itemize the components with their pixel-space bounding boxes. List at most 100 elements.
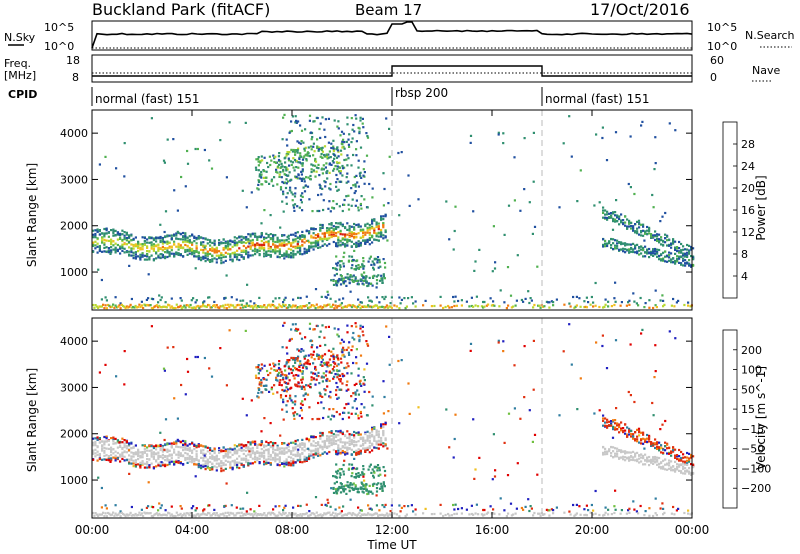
velocity-cell — [650, 460, 653, 463]
velocity-cell — [182, 455, 185, 458]
power-cell — [258, 243, 261, 246]
power-cell — [304, 153, 307, 156]
power-cell — [569, 305, 572, 308]
power-cell — [112, 228, 115, 231]
velocity-cell — [363, 379, 366, 382]
power-cell — [359, 306, 362, 310]
velocity-cell — [114, 454, 117, 457]
power-cell — [373, 305, 376, 308]
velocity-cell — [658, 448, 661, 451]
velocity-cell — [610, 424, 613, 427]
velocity-cell — [359, 433, 362, 436]
velocity-cell — [652, 443, 655, 446]
velocity-cell — [292, 449, 295, 452]
power-cell — [273, 176, 276, 179]
velocity-cell — [94, 437, 97, 440]
power-cell — [308, 198, 311, 201]
power-cell — [278, 303, 281, 306]
velocity-cell — [292, 460, 295, 463]
velocity-cell — [308, 439, 311, 442]
power-cell — [323, 128, 326, 131]
power-cell — [372, 268, 375, 271]
power-cell — [103, 307, 106, 310]
velocity-cell — [380, 440, 383, 443]
power-cell — [321, 156, 324, 159]
power-cell — [103, 238, 106, 241]
power-cell — [359, 236, 362, 239]
power-cell — [204, 254, 207, 257]
velocity-cell — [303, 455, 306, 458]
velocity-cell — [251, 446, 254, 450]
velocity-cell — [159, 464, 162, 467]
power-cell — [219, 139, 222, 142]
power-cell — [157, 243, 160, 246]
velocity-cell — [305, 458, 308, 461]
power-cell — [529, 297, 532, 300]
power-cell — [310, 163, 313, 166]
velocity-cell — [622, 427, 625, 430]
power-cell — [203, 148, 206, 152]
power-cell — [173, 255, 176, 258]
power-cell — [146, 241, 149, 244]
velocity-cell — [245, 444, 248, 447]
velocity-cell — [366, 344, 370, 347]
power-cell — [381, 279, 384, 282]
power-cell — [229, 240, 232, 243]
power-cell — [332, 234, 335, 238]
velocity-cell — [130, 451, 133, 454]
power-cell — [358, 244, 361, 247]
power-cell — [295, 159, 298, 163]
velocity-cell — [146, 461, 149, 464]
power-cell — [257, 183, 260, 186]
velocity-cell — [320, 361, 323, 364]
velocity-cell — [638, 454, 641, 457]
power-cell — [390, 296, 393, 299]
velocity-cell — [348, 447, 351, 450]
power-cell — [305, 230, 308, 233]
power-cell — [103, 243, 106, 246]
velocity-cell — [227, 449, 230, 452]
velocity-cell — [186, 444, 189, 447]
power-cell — [347, 304, 350, 307]
power-cell — [335, 222, 338, 225]
cpid-label: CPID — [8, 88, 37, 101]
power-cell — [324, 135, 327, 139]
power-cell — [237, 303, 240, 307]
power-cell — [624, 248, 627, 251]
velocity-cell — [302, 364, 305, 367]
velocity-cell — [324, 363, 327, 366]
power-cell — [283, 181, 287, 184]
power-cell — [640, 223, 643, 226]
velocity-cell — [377, 430, 380, 433]
power-cell — [362, 265, 365, 268]
velocity-cell — [310, 356, 313, 359]
power-cell — [238, 253, 241, 256]
power-cell — [341, 167, 345, 170]
power-cell — [197, 254, 200, 258]
power-cell — [384, 266, 387, 269]
velocity-cell — [380, 423, 383, 426]
power-cell — [350, 255, 354, 258]
velocity-cell — [343, 366, 346, 370]
velocity-cell — [218, 465, 221, 468]
power-cell — [206, 242, 209, 245]
power-cell — [163, 161, 166, 164]
power-cell — [293, 305, 296, 308]
velocity-cell — [94, 442, 97, 445]
velocity-cell — [146, 453, 149, 456]
velocity-cell — [215, 469, 218, 472]
velocity-cell — [233, 444, 236, 447]
power-cell — [668, 259, 671, 262]
power-cell — [275, 306, 278, 309]
velocity-cell — [342, 489, 346, 492]
power-cell — [366, 284, 369, 288]
velocity-cell — [173, 451, 176, 454]
power-cell — [330, 222, 333, 225]
velocity-cell — [364, 450, 367, 453]
velocity-cell — [616, 455, 619, 458]
power-cell — [338, 298, 341, 301]
power-cell — [157, 246, 160, 249]
velocity-cell — [312, 456, 315, 459]
velocity-cell — [242, 449, 245, 452]
velocity-cell — [305, 456, 308, 459]
